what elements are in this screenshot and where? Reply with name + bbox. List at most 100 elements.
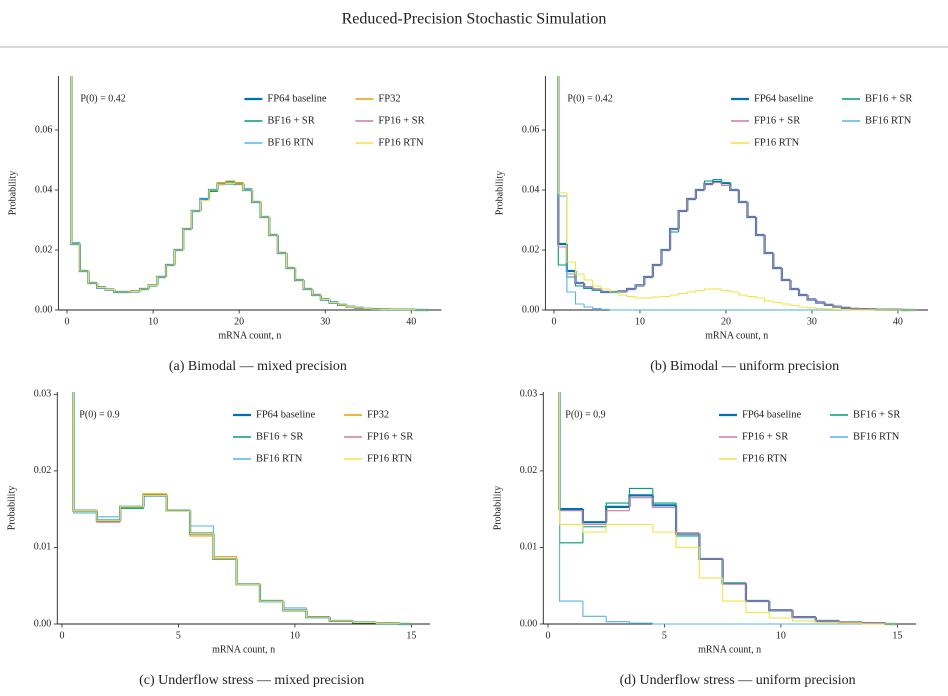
step-bin — [259, 584, 284, 603]
step-bin — [600, 286, 610, 290]
step-bin — [79, 244, 89, 272]
step-bin — [87, 271, 98, 284]
step-bin — [189, 510, 214, 537]
legend-label: BF16 + SR — [853, 409, 900, 420]
step-bin — [763, 235, 774, 255]
step-bin — [70, 76, 80, 245]
step-bin — [302, 280, 313, 291]
step-bin — [652, 488, 677, 504]
step-bin — [600, 289, 610, 293]
y-tick-label: 0.01 — [34, 542, 52, 553]
step-bin — [703, 288, 714, 291]
step-bin — [652, 524, 677, 533]
step-bin — [189, 510, 214, 527]
y-tick-label: 0.03 — [34, 389, 52, 400]
step-bin — [294, 268, 304, 281]
step-bin — [191, 210, 201, 229]
step-bin — [686, 197, 696, 211]
step-bin — [236, 558, 260, 585]
step-bin — [721, 179, 731, 184]
step-bin — [148, 284, 158, 289]
step-bin — [583, 274, 593, 281]
step-bin — [583, 283, 593, 289]
legend-label: FP64 baseline — [256, 409, 316, 420]
step-bin — [574, 262, 585, 275]
step-bin — [850, 307, 860, 310]
step-bin — [70, 76, 80, 246]
plot-area — [557, 76, 916, 312]
y-tick-label: 0.04 — [522, 184, 540, 195]
legend-label: FP16 RTN — [742, 453, 788, 464]
step-bin — [285, 253, 296, 270]
x-tick-label: 10 — [776, 630, 786, 641]
step-bin — [686, 198, 696, 211]
step-bin — [729, 290, 739, 293]
step-bin — [669, 228, 679, 250]
step-bin — [583, 304, 593, 308]
y-tick-label: 0.04 — [35, 184, 53, 195]
step-bin — [617, 290, 628, 292]
step-bin — [277, 235, 287, 254]
legend-label: FP16 + SR — [742, 431, 788, 442]
step-bin — [165, 264, 175, 277]
step-bin — [119, 507, 144, 521]
step-bin — [70, 76, 80, 245]
step-bin — [70, 76, 80, 245]
step-bin — [234, 181, 244, 184]
step-bin — [294, 268, 304, 281]
step-bin — [574, 271, 585, 285]
step-bin — [559, 392, 583, 526]
step-bin — [814, 617, 840, 623]
step-bin — [212, 533, 237, 560]
step-bin — [643, 276, 653, 286]
step-bin — [142, 494, 167, 507]
step-bin — [745, 601, 770, 614]
x-tick-label: 0 — [59, 630, 64, 641]
step-bin — [268, 217, 278, 236]
step-bin — [293, 268, 304, 282]
step-bin — [605, 523, 630, 533]
step-bin — [652, 264, 662, 277]
step-bin — [791, 617, 816, 622]
step-bin — [677, 209, 688, 229]
plot-area — [72, 392, 412, 626]
step-bin — [754, 217, 765, 237]
step-bin — [652, 623, 677, 625]
step-bin — [164, 263, 175, 277]
y-tick-label: 0.06 — [522, 124, 540, 135]
x-axis-label: mRNA count, n — [705, 330, 768, 341]
panel: 0.00 0.02 0.04 0.06 0 10 20 30 40 mRNA count, n Pr… — [495, 76, 928, 374]
step-bin — [798, 305, 808, 308]
step-bin — [139, 288, 149, 292]
step-bin — [722, 558, 746, 584]
step-bin — [268, 217, 278, 237]
step-bin — [212, 525, 237, 560]
step-bin — [581, 509, 607, 524]
y-tick-label: 0.00 — [520, 618, 538, 629]
step-bin — [182, 228, 192, 250]
step-bin — [328, 617, 354, 623]
step-bin — [156, 275, 166, 286]
step-bin — [166, 495, 191, 512]
x-axis-label: mRNA count, n — [212, 644, 275, 655]
step-bin — [260, 202, 270, 218]
step-bin — [626, 295, 636, 298]
step-bin — [712, 181, 722, 184]
legend-label: FP64 baseline — [754, 93, 814, 104]
step-bin — [824, 308, 834, 310]
step-bin — [303, 280, 313, 290]
step-bin — [268, 217, 278, 236]
step-bin — [628, 494, 653, 507]
step-bin — [686, 198, 696, 211]
step-bin — [772, 301, 782, 304]
step-bin — [67, 0, 71, 56]
step-bin — [96, 283, 106, 289]
step-bin — [166, 493, 191, 512]
legend-label: FP64 baseline — [742, 409, 802, 420]
step-bin — [87, 271, 98, 284]
legend-label: FP16 RTN — [754, 137, 800, 148]
annotation: P(0) = 0.42 — [80, 93, 125, 104]
step-bin — [191, 210, 201, 229]
x-tick-label: 0 — [65, 316, 70, 327]
step-bin — [182, 228, 192, 250]
